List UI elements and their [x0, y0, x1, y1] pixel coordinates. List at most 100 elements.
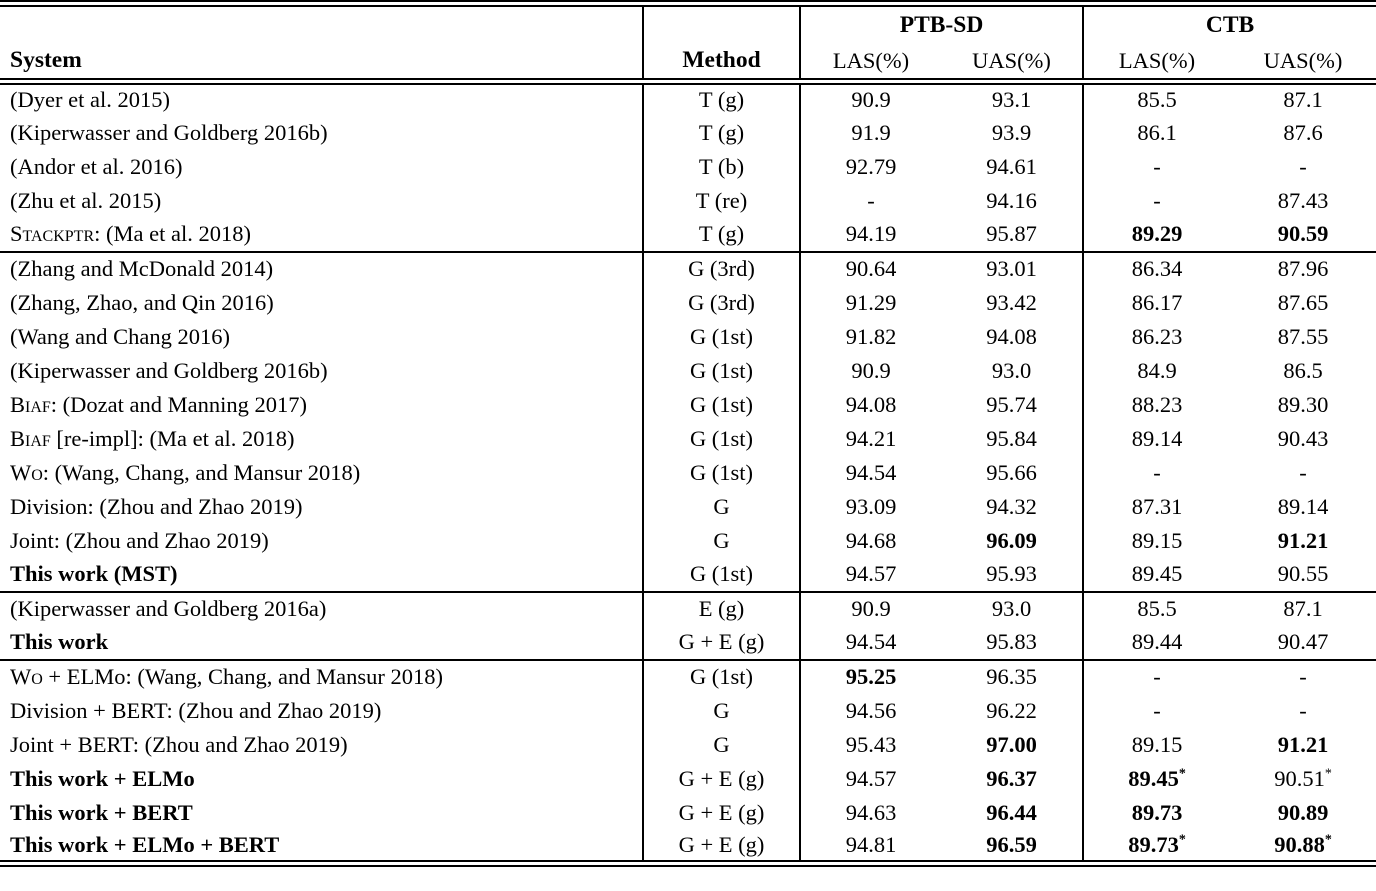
table-row: This work + ELMo G + E (g) 94.57 96.37 89.45… — [0, 761, 1376, 796]
ctb-uas-cell: 87.96 — [1230, 250, 1376, 286]
ptb-las-cell: 94.21 — [799, 421, 941, 456]
table-row: This work (MST) G (1st) 94.57 95.93 89.45 90.… — [0, 557, 1376, 592]
ctb-uas-cell: 87.43 — [1277, 187, 1329, 213]
system-name-smallcaps: Biaf: — [10, 391, 58, 417]
ctb-las-cell: 88.23 — [1082, 387, 1231, 422]
system-cell: Joint + BERT: (Zhou and Zhao 2019) — [10, 731, 348, 757]
system-cell: (Zhang, Zhao, and Qin 2016) — [10, 289, 274, 315]
ctb-uas-cell: 87.6 — [1283, 119, 1323, 145]
table-row: (Zhang, Zhao, and Qin 2016) G (3rd) 91.29 9… — [0, 285, 1376, 320]
ptb-uas-cell: 96.09 — [986, 527, 1037, 553]
ctb-las-cell: 87.31 — [1082, 489, 1231, 524]
system-cell: (Kiperwasser and Goldberg 2016b) — [10, 357, 328, 383]
method-cell: T (g) — [642, 115, 800, 150]
table-row: (Kiperwasser and Goldberg 2016a) E (g) 90.… — [0, 590, 1376, 626]
ctb-las-cell: - — [1082, 455, 1231, 490]
ptb-las-cell: 94.08 — [799, 387, 941, 422]
table-body: (Dyer et al. 2015) T (g) 90.9 93.1 85.5 87.1(… — [0, 81, 1376, 867]
ptb-uas-cell: 93.0 — [991, 357, 1032, 383]
system-cell: Biaf [re-impl]: (Ma et al. 2018) — [10, 425, 295, 451]
ctb-las-cell: - — [1082, 149, 1231, 184]
table-row: (Wang and Chang 2016) G (1st) 91.82 94.08 86… — [0, 319, 1376, 354]
system-cell: This work + BERT — [10, 799, 193, 825]
system-cell: (Kiperwasser and Goldberg 2016a) — [0, 590, 643, 626]
ctb-las-cell: 89.45 — [1082, 557, 1231, 592]
header-sub-row: System Method LAS(%) UAS(%) LAS(%) UAS(%… — [0, 43, 1376, 85]
superscript-asterisk: * — [1324, 832, 1332, 848]
ptb-las-cell: - — [799, 183, 941, 218]
ptb-las-cell: 94.63 — [799, 795, 941, 830]
method-cell: T (re) — [642, 183, 800, 218]
method-cell: T (g) — [642, 217, 800, 252]
ptb-las-cell: 91.29 — [799, 285, 941, 320]
method-cell: G — [642, 489, 800, 524]
ptb-uas-cell: 95.83 — [986, 629, 1037, 655]
ctb-las-cell: - — [1082, 658, 1231, 694]
ptb-uas-cell: 93.0 — [941, 590, 1084, 626]
superscript-asterisk: * — [1178, 766, 1186, 782]
ptb-uas-cell: 95.87 — [986, 221, 1037, 247]
col-header-ptb-uas: UAS(%) — [941, 43, 1084, 85]
system-name-smallcaps: Stackptr: — [10, 221, 101, 247]
method-cell: G (1st) — [642, 421, 800, 456]
system-cell: Division: (Zhou and Zhao 2019) — [10, 493, 303, 519]
method-cell: G (1st) — [642, 387, 800, 422]
table-row: (Zhang and McDonald 2014) G (3rd) 90.64 93.… — [0, 250, 1376, 286]
table-row: This work + BERT G + E (g) 94.63 96.44 89.73… — [0, 795, 1376, 830]
table-row: (Dyer et al. 2015) T (g) 90.9 93.1 85.5 87.1 — [0, 81, 1376, 116]
ptb-uas-cell: 94.61 — [986, 153, 1037, 179]
system-cell: (Dyer et al. 2015) — [10, 87, 170, 113]
ctb-las-cell: 89.15 — [1082, 727, 1231, 762]
method-cell: G (3rd) — [642, 285, 800, 320]
ctb-las-cell: 89.15 — [1082, 523, 1231, 558]
method-cell: T (b) — [642, 149, 800, 184]
results-table: PTB-SD CTB System Method LAS(%) UAS(%) L… — [0, 0, 1376, 867]
ctb-las-cell: 86.1 — [1082, 115, 1231, 150]
ctb-uas-cell: 86.5 — [1283, 357, 1323, 383]
ptb-uas-cell: 95.66 — [986, 459, 1037, 485]
ctb-uas-cell: 90.51* — [1274, 765, 1332, 791]
system-name-smallcaps: Biaf — [10, 425, 51, 451]
col-header-ctb-las: LAS(%) — [1082, 43, 1231, 85]
table-row: (Andor et al. 2016) T (b) 92.79 94.61 - - — [0, 149, 1376, 184]
method-cell: G — [642, 693, 800, 728]
system-cell: This work (MST) — [10, 561, 178, 587]
ctb-uas-cell: 87.1 — [1230, 590, 1376, 626]
table-row: Biaf: (Dozat and Manning 2017) G (1st) 94.… — [0, 387, 1376, 422]
system-cell: (Andor et al. 2016) — [10, 153, 183, 179]
ctb-las-cell: - — [1082, 183, 1231, 218]
ptb-uas-cell: 93.1 — [991, 87, 1032, 113]
table-row: This work G + E (g) 94.54 95.83 89.44 90.47 — [0, 625, 1376, 660]
system-name-smallcaps: Wo — [10, 664, 43, 690]
ctb-las-cell: 89.73 — [1082, 795, 1231, 830]
ctb-las-cell: 84.9 — [1082, 353, 1231, 388]
ctb-uas-cell: 87.1 — [1283, 87, 1323, 113]
col-header-ctb-uas: UAS(%) — [1230, 43, 1376, 85]
ctb-uas-cell: 90.43 — [1277, 425, 1329, 451]
ptb-uas-cell: 94.16 — [986, 187, 1037, 213]
ctb-uas-cell: 87.65 — [1277, 289, 1329, 315]
system-cell: Wo: (Wang, Chang, and Mansur 2018) — [10, 459, 361, 485]
ctb-las-cell: 86.34 — [1082, 250, 1231, 286]
ptb-uas-cell: 96.35 — [941, 658, 1084, 694]
ptb-las-cell: 94.57 — [799, 761, 941, 796]
ctb-uas-cell: 90.88* — [1230, 829, 1376, 867]
table-row: Wo + ELMo: (Wang, Chang, and Mansur 2018… — [0, 658, 1376, 694]
ptb-uas-cell: 95.84 — [986, 425, 1037, 451]
ctb-uas-cell: 89.14 — [1277, 493, 1329, 519]
system-cell: This work + ELMo + BERT — [0, 829, 643, 867]
ptb-las-cell: 94.81 — [799, 829, 941, 867]
ptb-las-cell: 94.57 — [799, 557, 941, 592]
system-cell: Joint: (Zhou and Zhao 2019) — [10, 527, 269, 553]
ptb-las-cell: 94.54 — [799, 625, 941, 660]
ctb-las-cell: 89.44 — [1082, 625, 1231, 660]
table-row: (Zhu et al. 2015) T (re) -94.16-87.43 — [0, 183, 1376, 218]
table-row: Wo: (Wang, Chang, and Mansur 2018) G (1st… — [0, 455, 1376, 490]
method-cell: G (1st) — [642, 319, 800, 354]
system-cell: Wo + ELMo: (Wang, Chang, and Mansur 2018… — [0, 658, 643, 694]
system-cell: (Zhang and McDonald 2014) — [0, 250, 643, 286]
ptb-las-cell: 93.09 — [799, 489, 941, 524]
method-cell: G — [642, 523, 800, 558]
table-row: (Kiperwasser and Goldberg 2016b) G (1st) 9… — [0, 353, 1376, 388]
ptb-uas-cell: 96.44 — [986, 799, 1037, 825]
